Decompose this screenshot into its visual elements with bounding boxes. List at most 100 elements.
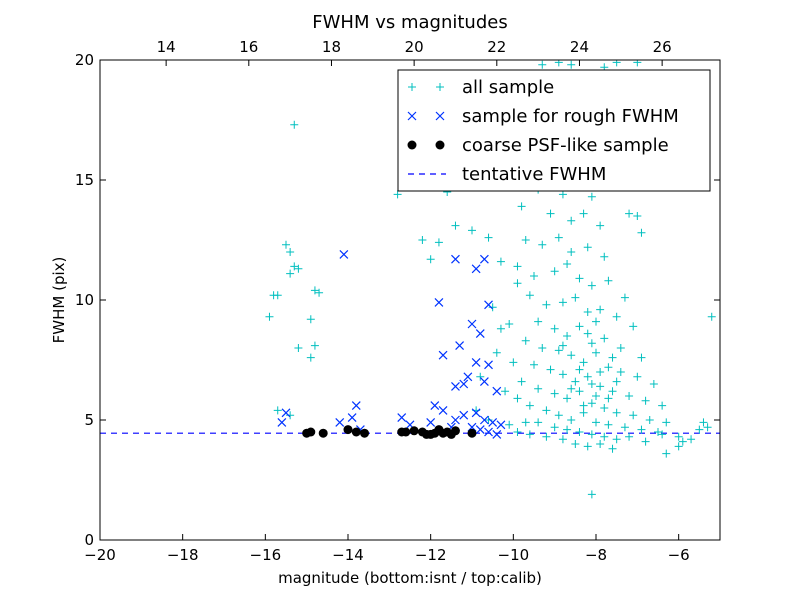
- all-sample-point: [550, 389, 559, 398]
- rough-fwhm-point: [351, 401, 361, 411]
- rough-fwhm-point: [484, 360, 493, 370]
- all-sample-point: [612, 408, 621, 417]
- psf-like-point: [467, 428, 477, 438]
- all-sample-point: [558, 370, 567, 379]
- all-sample-point: [434, 238, 443, 247]
- rough-fwhm-point: [426, 417, 436, 427]
- all-sample-point: [587, 380, 596, 388]
- all-sample-point: [674, 442, 683, 451]
- all-sample-point: [534, 384, 543, 393]
- all-sample-point: [542, 432, 551, 441]
- all-sample-point: [530, 360, 538, 369]
- all-sample-point: [426, 255, 435, 264]
- all-sample-point: [583, 308, 592, 316]
- rough-fwhm-point: [492, 386, 502, 396]
- y-axis-label: FWHM (pix): [50, 257, 68, 344]
- all-sample-point: [310, 341, 319, 350]
- rough-fwhm-point: [471, 357, 481, 367]
- all-sample-point: [596, 221, 605, 230]
- all-sample-point: [265, 312, 274, 321]
- all-sample-point: [625, 209, 634, 218]
- all-sample-point: [273, 291, 282, 300]
- all-sample-point: [600, 404, 609, 412]
- rough-fwhm-point: [347, 413, 357, 423]
- rough-fwhm-point: [451, 254, 460, 264]
- psf-like-legend-marker: [407, 140, 417, 150]
- y-tick-label: 20: [75, 51, 94, 69]
- all-sample-point: [687, 435, 696, 444]
- all-sample-point: [579, 401, 588, 410]
- all-sample-point: [290, 120, 299, 129]
- left-axis-ticks: 0 5 10 15 20: [75, 51, 720, 549]
- psf-like-legend-marker: [435, 140, 445, 150]
- top-x-tick-label: 18: [322, 38, 341, 56]
- rough-fwhm-point: [434, 297, 444, 307]
- all-sample-point: [637, 353, 646, 362]
- all-sample-point: [583, 442, 592, 451]
- all-sample-point: [513, 262, 522, 271]
- rough-fwhm-point: [339, 249, 349, 259]
- all-sample-point: [707, 312, 716, 321]
- top-x-tick-label: 26: [653, 38, 672, 56]
- x-tick-label: −12: [415, 546, 447, 564]
- all-sample-point: [484, 416, 493, 424]
- all-sample-point: [538, 240, 547, 249]
- all-sample-point: [310, 286, 319, 295]
- all-sample-point: [294, 344, 303, 352]
- all-sample-point: [612, 60, 621, 67]
- rough-fwhm-point: [438, 350, 448, 360]
- top-x-tick-label: 14: [157, 38, 176, 56]
- all-sample-point: [530, 272, 538, 280]
- all-sample-point: [600, 252, 609, 261]
- all-sample-point: [612, 435, 621, 444]
- psf-like-point: [450, 426, 460, 436]
- rough-fwhm-point: [430, 401, 440, 411]
- all-sample-point: [286, 248, 295, 256]
- y-tick-label: 0: [84, 531, 94, 549]
- all-sample-point: [575, 428, 584, 436]
- all-sample-point: [604, 394, 613, 403]
- all-sample-point: [550, 423, 559, 432]
- all-sample-point: [658, 430, 667, 439]
- all-sample-point: [612, 377, 621, 386]
- all-sample-legend-marker: [408, 83, 416, 91]
- legend-label-all-sample: all sample: [462, 77, 554, 98]
- all-sample-point: [587, 399, 596, 408]
- all-sample-point: [513, 394, 522, 403]
- all-sample-point: [633, 212, 642, 220]
- all-sample-point: [567, 60, 576, 69]
- top-x-tick-label: 24: [570, 38, 589, 56]
- y-tick-label: 15: [75, 171, 94, 189]
- all-sample-point: [451, 221, 460, 230]
- all-sample-point: [583, 372, 592, 381]
- all-sample-point: [563, 425, 572, 434]
- all-sample-point: [567, 416, 576, 424]
- rough-fwhm-point: [463, 372, 473, 382]
- all-sample-point: [596, 440, 605, 448]
- all-sample-point: [629, 411, 638, 420]
- plot-marks: [100, 60, 720, 499]
- x-tick-label: −8: [585, 546, 607, 564]
- all-sample-point: [587, 192, 596, 201]
- all-sample-point: [695, 425, 704, 434]
- all-sample-point: [282, 240, 290, 249]
- all-sample-point: [273, 406, 282, 415]
- chart-title: FWHM vs magnitudes: [312, 12, 507, 33]
- all-sample-point: [294, 264, 303, 273]
- all-sample-point: [542, 300, 551, 309]
- all-sample-point: [641, 437, 650, 446]
- all-sample-point: [616, 344, 625, 352]
- all-sample-point: [608, 387, 617, 396]
- all-sample-point: [604, 420, 613, 429]
- rough-fwhm-point: [475, 329, 485, 339]
- all-sample-point: [620, 423, 629, 432]
- all-sample-point: [513, 428, 522, 436]
- all-sample-point: [608, 353, 617, 362]
- legend-box: [397, 69, 711, 192]
- all-sample-point: [563, 394, 572, 403]
- all-sample-point: [501, 387, 510, 396]
- x-tick-label: −14: [332, 546, 364, 564]
- all-sample-point: [525, 291, 534, 300]
- top-x-tick-label: 22: [487, 38, 506, 56]
- all-sample-point: [699, 418, 708, 427]
